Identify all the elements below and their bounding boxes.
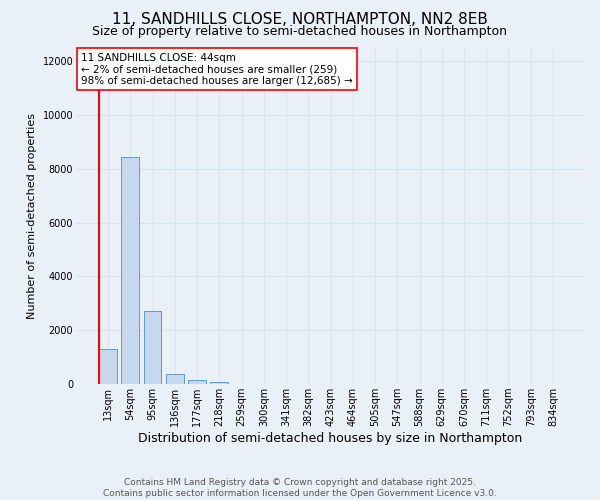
Bar [188,380,206,384]
Bar [99,349,117,384]
Bar [211,382,228,384]
Text: Size of property relative to semi-detached houses in Northampton: Size of property relative to semi-detach… [92,25,508,38]
Bar [144,312,161,384]
Text: 11, SANDHILLS CLOSE, NORTHAMPTON, NN2 8EB: 11, SANDHILLS CLOSE, NORTHAMPTON, NN2 8E… [112,12,488,28]
Text: 11 SANDHILLS CLOSE: 44sqm
← 2% of semi-detached houses are smaller (259)
98% of : 11 SANDHILLS CLOSE: 44sqm ← 2% of semi-d… [81,52,353,86]
Text: Contains HM Land Registry data © Crown copyright and database right 2025.
Contai: Contains HM Land Registry data © Crown c… [103,478,497,498]
X-axis label: Distribution of semi-detached houses by size in Northampton: Distribution of semi-detached houses by … [139,432,523,445]
Bar [166,374,184,384]
Y-axis label: Number of semi-detached properties: Number of semi-detached properties [27,113,37,319]
Bar [121,156,139,384]
